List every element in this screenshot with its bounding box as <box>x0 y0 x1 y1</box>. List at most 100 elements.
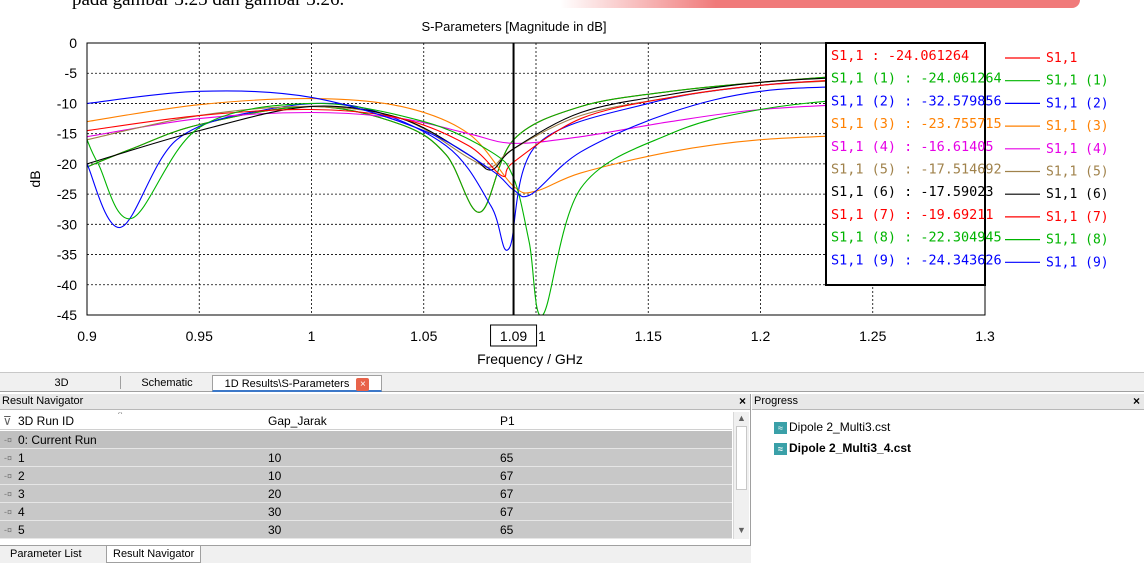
tab-3d-label: 3D <box>54 377 69 389</box>
table-row[interactable]: -¤ 3 20 67 <box>0 485 732 503</box>
tab-parameter-list[interactable]: Parameter List <box>4 546 88 563</box>
scroll-up-icon[interactable]: ▲ <box>737 413 746 423</box>
y-tick-label: 0 <box>69 35 77 51</box>
marker-label-box[interactable] <box>490 324 538 347</box>
s-parameter-plot[interactable]: 0.90.9511.051.11.151.21.251.30-5-10-15-2… <box>0 14 1144 372</box>
progress-title: Progress <box>754 395 799 407</box>
progress-item-name: Dipole 2_Multi3_4.cst <box>789 441 912 455</box>
decorative-swoosh <box>560 0 1080 8</box>
column-header-gap-jarak[interactable]: Gap_Jarak <box>268 414 327 428</box>
row-handle-icon: -¤ <box>4 489 13 499</box>
y-tick-label: -15 <box>57 126 77 142</box>
plot-top-mask <box>87 37 985 43</box>
tab-schematic-label: Schematic <box>141 377 193 389</box>
y-tick-label: -35 <box>57 247 77 263</box>
y-tick-label: -10 <box>57 95 77 111</box>
y-tick-label: -45 <box>57 307 77 323</box>
row-handle-icon: -¤ <box>4 453 13 463</box>
series-line-9[interactable] <box>86 78 986 198</box>
table-row[interactable]: -¤ 1 10 65 <box>0 449 732 467</box>
p1-cell: 67 <box>500 487 514 501</box>
row-handle-icon: -¤ <box>4 435 13 445</box>
progress-item-active[interactable]: ≈ Dipole 2_Multi3_4.cst <box>774 440 911 456</box>
marker-readout-0: S1,1 : -24.061264 <box>831 48 969 64</box>
vertical-scrollbar[interactable]: ▲ ▼ <box>733 412 749 539</box>
sort-up-icon: ^ <box>118 412 123 419</box>
close-icon[interactable]: × <box>1132 394 1140 408</box>
x-tick-label: 1.25 <box>859 328 886 344</box>
gap-cell: 30 <box>268 505 282 519</box>
column-header-p1[interactable]: P1 <box>500 414 515 428</box>
result-navigator-tabs: Parameter List Result Navigator <box>0 545 751 563</box>
progress-header: Progress × <box>752 394 1144 410</box>
cst-file-icon: ≈ <box>774 421 787 434</box>
x-tick-label: 1.15 <box>635 328 662 344</box>
legend-label-6: S1,1 (6) <box>1046 187 1109 202</box>
table-row-current-run[interactable]: -¤ 0: Current Run <box>0 431 732 449</box>
row-handle-icon: -¤ <box>4 507 13 517</box>
close-icon[interactable]: × <box>356 377 370 391</box>
series-line-3[interactable] <box>86 98 986 194</box>
marker-readout-5: S1,1 (5) : -17.514692 <box>831 162 1002 178</box>
tab-1d-results[interactable]: 1D Results\S-Parameters × <box>212 375 382 392</box>
marker-readout-3: S1,1 (3) : -23.755715 <box>831 116 1002 132</box>
progress-item[interactable]: ≈ Dipole 2_Multi3.cst <box>774 419 890 435</box>
tab-result-navigator[interactable]: Result Navigator <box>106 546 202 563</box>
legend-label-3: S1,1 (3) <box>1046 119 1109 134</box>
marker-readout-4: S1,1 (4) : -16.61405 <box>831 139 994 155</box>
gap-cell: 10 <box>268 469 282 483</box>
grid-header-row: ⊽ 3D Run ID ^ Gap_Jarak P1 <box>0 412 732 430</box>
filter-icon[interactable]: ⊽ <box>3 414 12 428</box>
y-tick-label: -20 <box>57 156 77 172</box>
scrollbar-thumb[interactable] <box>736 426 747 490</box>
column-header-run-id[interactable]: 3D Run ID <box>18 414 75 428</box>
p1-cell: 65 <box>500 451 514 465</box>
marker-readout-6: S1,1 (6) : -17.59023 <box>831 184 994 200</box>
table-row[interactable]: -¤ 5 30 65 <box>0 521 732 539</box>
chart-svg[interactable]: 0.90.9511.051.11.151.21.251.30-5-10-15-2… <box>0 14 1144 372</box>
marker-readout-7: S1,1 (7) : -19.69211 <box>831 207 994 223</box>
tab-schematic[interactable]: Schematic <box>122 375 212 392</box>
tab-1d-results-label: 1D Results\S-Parameters <box>224 378 350 390</box>
legend-label-2: S1,1 (2) <box>1046 96 1109 111</box>
table-row[interactable]: -¤ 2 10 67 <box>0 467 732 485</box>
run-id-cell: 3 <box>18 487 25 501</box>
run-id-cell: 2 <box>18 469 25 483</box>
series-line-7[interactable] <box>86 72 986 178</box>
x-tick-label: 1.2 <box>751 328 771 344</box>
y-tick-label: -40 <box>57 277 77 293</box>
row-handle-icon: -¤ <box>4 471 13 481</box>
table-row[interactable]: -¤ 4 30 67 <box>0 503 732 521</box>
result-navigator-panel: Result Navigator × ⊽ 3D Run ID ^ Gap_Jar… <box>0 394 751 563</box>
tab-3d[interactable]: 3D <box>14 375 109 392</box>
run-id-cell: 0: Current Run <box>18 433 97 447</box>
scroll-down-icon[interactable]: ▼ <box>737 525 746 535</box>
legend-label-0: S1,1 <box>1046 51 1077 66</box>
marker-readout-9: S1,1 (9) : -24.343626 <box>831 252 1002 268</box>
gap-cell: 20 <box>268 487 282 501</box>
view-tab-bar: 3D Schematic 1D Results\S-Parameters × <box>0 372 1144 392</box>
progress-item-name: Dipole 2_Multi3.cst <box>789 420 891 434</box>
result-navigator-title: Result Navigator <box>2 395 84 407</box>
marker-readout-2: S1,1 (2) : -32.579856 <box>831 93 1002 109</box>
marker-readout-8: S1,1 (8) : -22.304945 <box>831 230 1002 246</box>
x-tick-label: 0.95 <box>186 328 213 344</box>
y-tick-label: -25 <box>57 186 77 202</box>
series-line-8[interactable] <box>86 90 986 317</box>
legend-label-9: S1,1 (9) <box>1046 255 1109 270</box>
legend-label-7: S1,1 (7) <box>1046 210 1109 225</box>
legend-label-5: S1,1 (5) <box>1046 165 1109 180</box>
x-tick-label: 0.9 <box>77 328 97 344</box>
x-tick-label: 1 <box>308 328 316 344</box>
marker-readout-box[interactable] <box>825 42 986 286</box>
y-tick-label: -5 <box>65 65 78 81</box>
marker-label: 1.09 <box>500 328 527 344</box>
close-icon[interactable]: × <box>738 394 746 408</box>
document-caption-strip: pada gambar 3.25 dan gambar 3.26. <box>0 0 1144 14</box>
tab-parameter-list-label: Parameter List <box>10 548 82 560</box>
result-grid: ⊽ 3D Run ID ^ Gap_Jarak P1 -¤ 0: Current… <box>0 412 732 542</box>
run-id-cell: 5 <box>18 523 25 537</box>
x-axis-label: Frequency / GHz <box>477 351 583 367</box>
tab-separator <box>120 376 121 389</box>
result-navigator-header: Result Navigator × <box>0 394 750 410</box>
